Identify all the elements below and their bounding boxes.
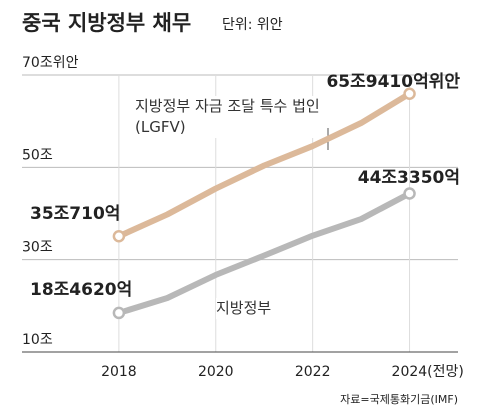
y-tick-label: 70조위안: [22, 55, 79, 71]
point-marker: [112, 306, 126, 320]
chart-subtitle: 단위: 위안: [222, 17, 283, 33]
y-tick-label: 50조: [22, 147, 53, 163]
y-tick-label: 10조: [22, 332, 53, 348]
data-label: 65조9410억위안: [326, 72, 460, 92]
x-tick-label: 2024(전망): [392, 364, 464, 380]
data-label: 35조710억: [30, 204, 120, 224]
y-tick-label: 30조: [22, 240, 53, 256]
series-line: [117, 91, 412, 239]
data-label: 18조4620억: [30, 280, 132, 300]
series-label: 지방정부: [216, 298, 272, 319]
series-label: 지방정부 자금 조달 특수 법인(LGFV): [135, 96, 320, 138]
x-tick-label: 2018: [101, 364, 137, 380]
data-label: 44조3350억: [358, 168, 460, 188]
point-marker: [403, 87, 416, 100]
point-marker: [112, 230, 126, 243]
x-tick-label: 2020: [198, 364, 234, 380]
source: 자료=국제통화기금(IMF): [340, 393, 458, 406]
chart-title: 중국 지방정부 채무: [22, 11, 191, 35]
series-line: [118, 190, 411, 316]
point-marker: [403, 187, 416, 200]
x-tick-label: 2022: [295, 364, 331, 380]
